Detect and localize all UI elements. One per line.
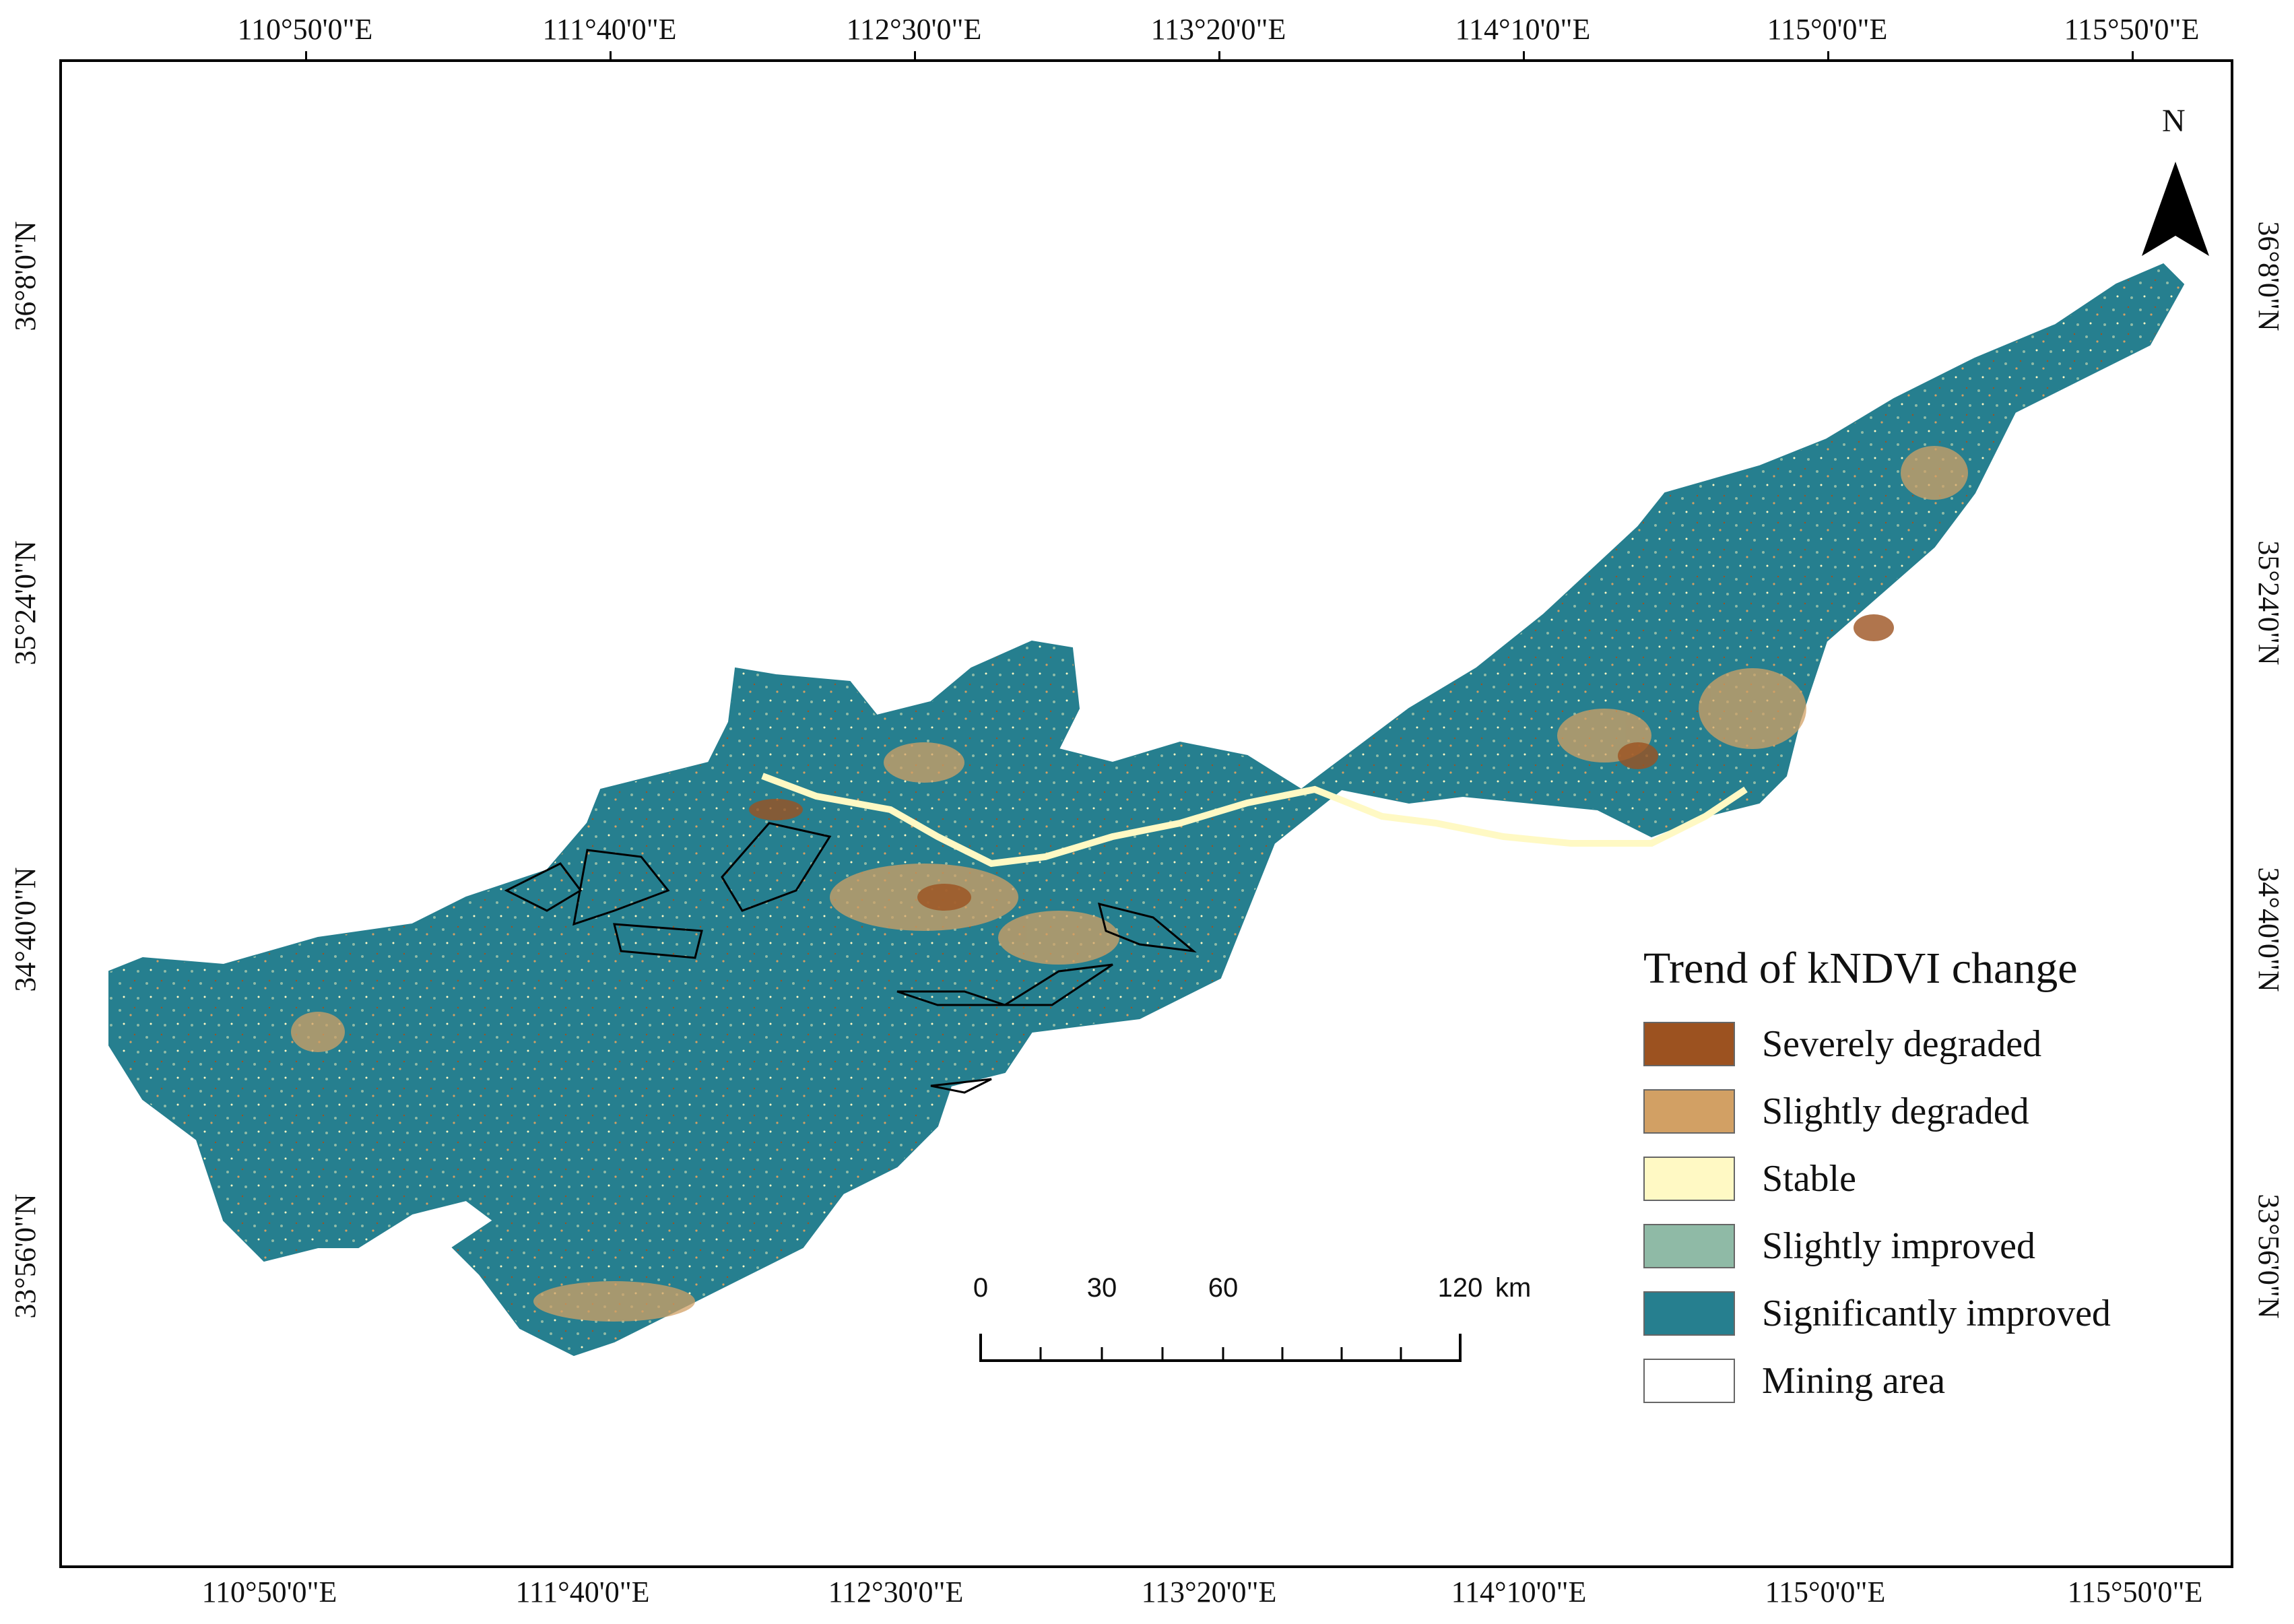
top-axis-label: 111°40'0"E [542,13,677,46]
severe-patches [749,614,1894,911]
left-axis-label: 34°40'0"N [9,867,42,992]
bottom-axis-label: 114°10'0"E [1451,1576,1587,1609]
legend-swatch [1643,1157,1735,1201]
river [761,773,1748,868]
left-axis-label: 33°56'0"N [9,1194,42,1319]
legend-swatch [1643,1291,1735,1336]
right-axis-label: 34°40'0"N [2252,867,2285,992]
legend-label: Significantly improved [1762,1293,2111,1334]
scale-label: 0 [973,1273,989,1303]
top-axis-label: 112°30'0"E [846,13,982,46]
legend-item: Slightly improved [1643,1212,2209,1280]
bottom-axis-label: 115°0'0"E [1765,1576,1886,1609]
scale-ruler [979,1334,1462,1362]
map-frame [59,59,2233,1568]
legend-label: Slightly degraded [1762,1091,2029,1132]
top-tick [610,51,612,61]
scale-label: 120 [1437,1273,1483,1303]
north-label: N [2162,103,2186,139]
legend-item: Stable [1643,1145,2209,1212]
legend-label: Stable [1762,1158,1856,1200]
legend-swatch [1643,1224,1735,1268]
legend-label: Mining area [1762,1360,1946,1402]
top-tick [1827,51,1829,61]
top-tick [2132,51,2134,61]
legend-label: Severely degraded [1762,1023,2042,1065]
top-tick [1523,51,1525,61]
bottom-axis-label: 113°20'0"E [1141,1576,1277,1609]
legend-item: Significantly improved [1643,1280,2209,1347]
top-tick [305,51,307,61]
bottom-axis-label: 115°50'0"E [2067,1576,2203,1609]
legend-swatch [1643,1359,1735,1403]
legend-label: Slightly improved [1762,1225,2035,1267]
north-arrow-icon [2142,162,2209,256]
right-axis-label: 36°8'0"N [2252,221,2285,331]
legend: Trend of kNDVI change Severely degraded … [1643,943,2209,1415]
legend-item: Slightly degraded [1643,1078,2209,1145]
legend-item: Severely degraded [1643,1010,2209,1078]
top-axis-label: 114°10'0"E [1455,13,1591,46]
bottom-axis-label: 112°30'0"E [828,1576,964,1609]
bottom-axis-label: 110°50'0"E [201,1576,337,1609]
left-axis-label: 36°8'0"N [9,221,42,331]
map-region [108,263,2185,1357]
scale-label: 30 [1086,1273,1117,1303]
top-tick [914,51,916,61]
scale-label: 60 [1208,1273,1239,1303]
top-axis-label: 115°0'0"E [1767,13,1888,46]
legend-swatch [1643,1022,1735,1066]
right-axis-label: 33°56'0"N [2252,1194,2285,1319]
scale-bar: 0 30 60 120 km [970,1273,1531,1381]
right-axis-label: 35°24'0"N [2252,540,2285,665]
legend-swatch [1643,1089,1735,1134]
top-axis-label: 115°50'0"E [2064,13,2200,46]
left-axis-label: 35°24'0"N [9,540,42,665]
top-axis-label: 110°50'0"E [237,13,373,46]
scale-unit: km [1495,1273,1532,1303]
legend-item: Mining area [1643,1347,2209,1415]
study-region [108,263,2185,1357]
bottom-axis-label: 111°40'0"E [515,1576,650,1609]
legend-title: Trend of kNDVI change [1643,944,2078,993]
top-axis-label: 113°20'0"E [1150,13,1286,46]
top-tick [1218,51,1220,61]
mining-areas [504,822,1197,1094]
